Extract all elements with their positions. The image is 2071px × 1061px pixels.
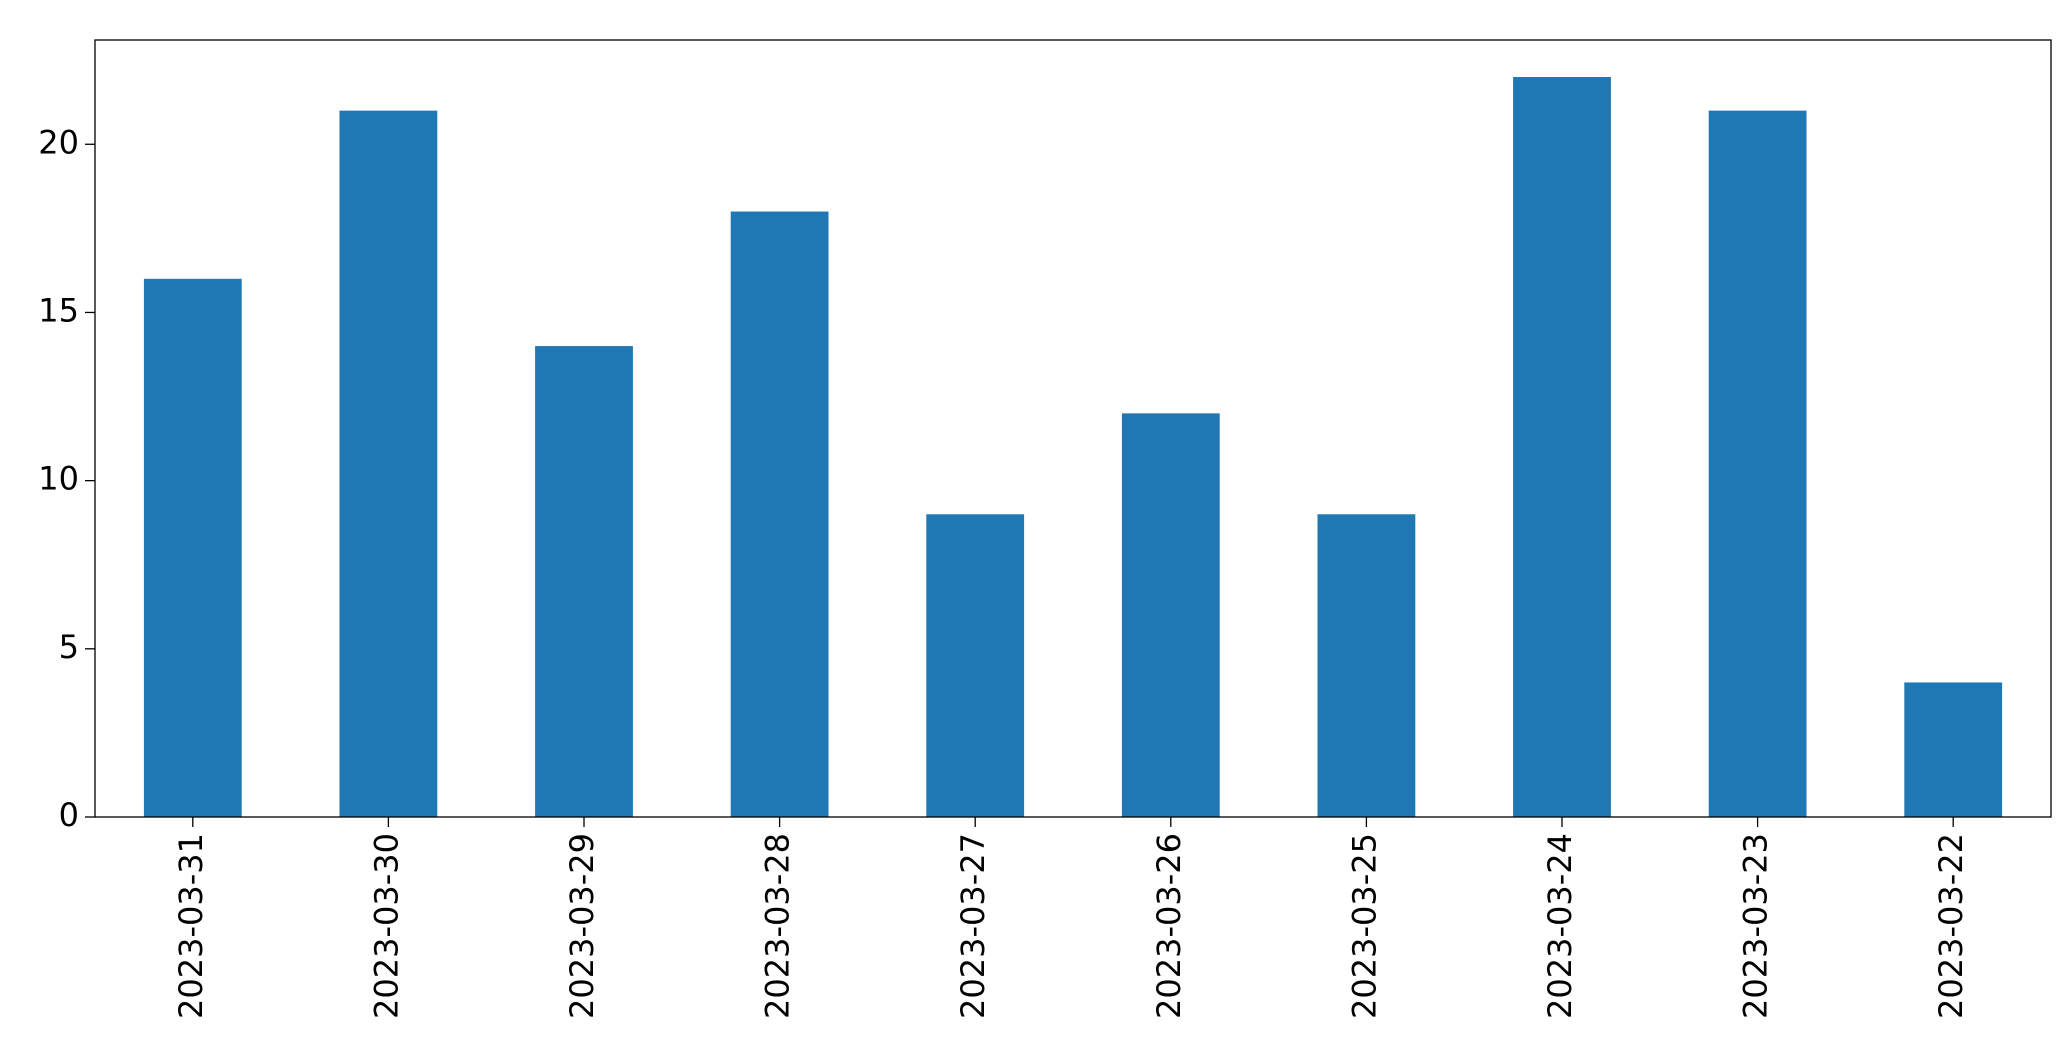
bar xyxy=(1708,110,1807,818)
bar xyxy=(1317,514,1416,817)
x-tick-label: 2023-03-31 xyxy=(172,833,210,1019)
x-tick-label: 2023-03-24 xyxy=(1541,833,1579,1019)
plot-frame xyxy=(94,39,2052,818)
bar xyxy=(339,110,438,818)
x-tick-label: 2023-03-22 xyxy=(1932,833,1970,1019)
y-tick-label: 10 xyxy=(38,460,79,498)
x-tick-label: 2023-03-30 xyxy=(367,833,405,1019)
x-tick-label: 2023-03-27 xyxy=(954,833,992,1019)
bar xyxy=(1121,413,1220,817)
x-tick-label: 2023-03-26 xyxy=(1150,833,1188,1019)
bar xyxy=(1513,77,1611,817)
bar xyxy=(143,278,242,817)
x-tick-label: 2023-03-28 xyxy=(759,833,797,1019)
x-tick-label: 2023-03-23 xyxy=(1737,833,1775,1019)
y-tick-label: 5 xyxy=(59,628,79,666)
y-tick-label: 15 xyxy=(38,291,79,329)
x-tick-label: 2023-03-29 xyxy=(563,833,601,1019)
bar xyxy=(926,514,1025,817)
y-tick-label: 0 xyxy=(59,796,79,834)
x-tick-label: 2023-03-25 xyxy=(1345,833,1383,1019)
bar xyxy=(1904,682,2003,817)
bar xyxy=(535,346,633,817)
bar xyxy=(730,211,829,817)
y-tick-label: 20 xyxy=(38,123,79,161)
